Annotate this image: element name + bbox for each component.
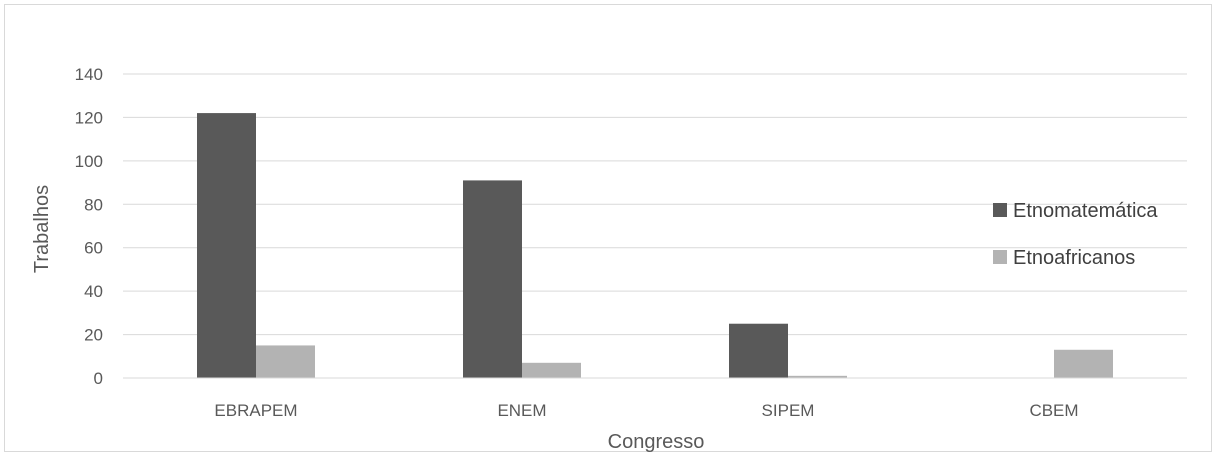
bar-etnoafricanos-sipem xyxy=(788,375,847,378)
y-tick-label: 100 xyxy=(75,152,103,171)
legend-label: Etnoafricanos xyxy=(1013,247,1135,269)
bar-etnoafricanos-enem xyxy=(522,362,581,378)
bar-etnoafricanos-cbem xyxy=(1054,349,1113,378)
y-tick-label: 40 xyxy=(84,282,103,301)
y-tick-label: 20 xyxy=(84,326,103,345)
bar-etnomatemática-enem xyxy=(463,180,522,378)
x-axis-ticks: EBRAPEM ENEM SIPEM CBEM xyxy=(214,401,1078,420)
y-tick-label: 140 xyxy=(75,65,103,84)
bars xyxy=(197,113,1113,378)
bar-etnomatemática-ebrapem xyxy=(197,113,256,378)
x-tick-label: CBEM xyxy=(1029,401,1078,420)
x-tick-label: ENEM xyxy=(497,401,546,420)
y-tick-label: 120 xyxy=(75,108,103,127)
y-axis-ticks: 0 20 40 60 80 100 120 140 xyxy=(75,65,103,388)
y-tick-label: 80 xyxy=(84,195,103,214)
x-tick-label: SIPEM xyxy=(762,401,815,420)
x-tick-label: EBRAPEM xyxy=(214,401,297,420)
legend-swatch xyxy=(993,250,1007,264)
y-axis-title: Trabalhos xyxy=(31,185,53,273)
y-tick-label: 60 xyxy=(84,239,103,258)
legend-label: Etnomatemática xyxy=(1013,200,1158,222)
gridlines xyxy=(123,73,1187,336)
legend: Etnomatemática Etnoafricanos xyxy=(993,200,1158,269)
bar-etnomatemática-sipem xyxy=(729,323,788,378)
bar-etnoafricanos-ebrapem xyxy=(256,345,315,378)
y-tick-label: 0 xyxy=(94,369,103,388)
legend-swatch xyxy=(993,203,1007,217)
x-axis-title: Congresso xyxy=(608,431,705,453)
